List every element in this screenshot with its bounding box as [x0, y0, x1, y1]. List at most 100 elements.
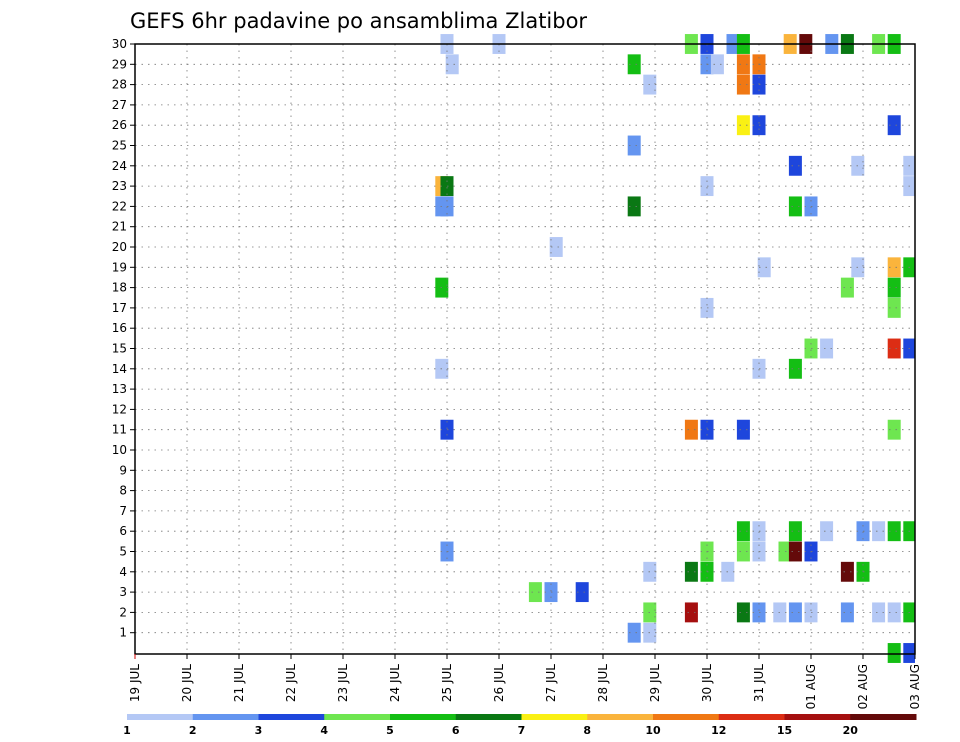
colorbar-label: 12	[711, 724, 726, 737]
colorbar-segment	[192, 714, 259, 720]
ensemble-cell	[788, 602, 802, 623]
ensemble-cell	[820, 338, 834, 359]
ensemble-cell	[627, 196, 641, 217]
colorbar-segment	[784, 714, 851, 720]
colorbar-label: 1	[123, 724, 131, 737]
x-tick-label: 28 JUL	[596, 664, 610, 702]
ensemble-cell	[627, 54, 641, 75]
ensemble-cell	[710, 54, 724, 75]
ensemble-cell	[684, 602, 698, 623]
ensemble-cell	[528, 582, 542, 603]
colorbar-segment	[324, 714, 391, 720]
x-tick-label: 03 AUG	[908, 664, 922, 709]
y-tick-label: 10	[112, 443, 127, 457]
colorbar-segment	[258, 714, 325, 720]
y-tick-label: 11	[112, 423, 127, 437]
y-tick-label: 30	[112, 37, 127, 51]
y-tick-label: 21	[112, 220, 127, 234]
colorbar-label: 15	[777, 724, 792, 737]
colorbar-segment	[455, 714, 522, 720]
ensemble-cell	[872, 521, 886, 542]
plot-frame	[134, 43, 916, 655]
ensemble-cell	[887, 643, 901, 663]
x-tick-label: 20 JUL	[180, 664, 194, 702]
ensemble-cell	[840, 561, 854, 582]
ensemble-cell	[887, 602, 901, 623]
ensemble-cell	[757, 257, 771, 278]
ensemble-cell	[736, 419, 750, 440]
x-tick-label: 27 JUL	[544, 664, 558, 702]
y-tick-label: 1	[119, 626, 127, 640]
y-tick-label: 19	[112, 260, 127, 274]
x-tick-label: 25 JUL	[440, 664, 454, 702]
colorbar-label: 10	[645, 724, 661, 737]
colorbar-segment	[587, 714, 654, 720]
y-tick-label: 9	[119, 463, 127, 477]
ensemble-cell	[575, 582, 589, 603]
ensemble-cell	[840, 602, 854, 623]
x-tick-label: 19 JUL	[128, 664, 142, 702]
grid-lines	[135, 43, 915, 654]
ensemble-cell	[736, 602, 750, 623]
y-tick-label: 4	[119, 565, 127, 579]
ensemble-cell	[788, 541, 802, 562]
ensemble-cell	[820, 521, 834, 542]
x-tick-label: 26 JUL	[492, 664, 506, 702]
y-tick-label: 24	[112, 159, 127, 173]
colorbar-label: 20	[843, 724, 859, 737]
y-tick-label: 16	[112, 321, 127, 335]
ensemble-cell	[903, 643, 915, 663]
y-axis: 1234567891011121314151617181920212223242…	[112, 37, 135, 640]
colorbar-label: 8	[583, 724, 591, 737]
y-tick-label: 22	[112, 199, 127, 213]
ensemble-cell	[872, 602, 886, 623]
y-tick-label: 7	[119, 504, 127, 518]
ensemble-cells	[435, 34, 915, 663]
y-tick-label: 12	[112, 402, 127, 416]
y-tick-label: 2	[119, 605, 127, 619]
colorbar-label: 6	[452, 724, 460, 737]
y-tick-label: 18	[112, 281, 127, 295]
ensemble-cell	[627, 135, 641, 156]
y-tick-label: 14	[112, 362, 127, 376]
ensemble-cell	[788, 196, 802, 217]
chart-title: GEFS 6hr padavine po ansamblima Zlatibor	[130, 9, 587, 33]
x-tick-label: 21 JUL	[232, 664, 246, 702]
x-tick-label: 31 JUL	[752, 664, 766, 702]
y-tick-label: 3	[119, 585, 127, 599]
ensemble-cell	[887, 115, 901, 136]
y-tick-label: 17	[112, 301, 127, 315]
colorbar-label: 2	[189, 724, 197, 737]
ensemble-cell	[736, 521, 750, 542]
ensemble-cell	[887, 277, 901, 298]
colorbar-segment	[521, 714, 588, 720]
colorbar-label: 5	[386, 724, 394, 737]
ensemble-cell	[684, 561, 698, 582]
ensemble-cell	[788, 521, 802, 542]
y-tick-label: 25	[112, 139, 127, 153]
colorbar-segment	[127, 714, 194, 720]
colorbar-segment	[850, 714, 917, 720]
ensemble-cell	[887, 419, 901, 440]
x-tick-label: 02 AUG	[856, 664, 870, 709]
colorbar-segment	[718, 714, 785, 720]
x-tick-label: 30 JUL	[700, 664, 714, 702]
ensemble-cell	[736, 115, 750, 136]
y-tick-label: 26	[112, 118, 127, 132]
x-tick-label: 29 JUL	[648, 664, 662, 702]
ensemble-cell	[736, 541, 750, 562]
colorbar-segment	[653, 714, 720, 720]
ensemble-cell	[627, 622, 641, 643]
ensemble-cell	[840, 277, 854, 298]
ensemble-cell	[684, 419, 698, 440]
x-tick-label: 23 JUL	[336, 664, 350, 702]
y-tick-label: 29	[112, 57, 127, 71]
ensemble-cell	[736, 74, 750, 95]
colorbar-label: 7	[518, 724, 526, 737]
colorbar-segment	[390, 714, 457, 720]
ensemble-cell	[887, 521, 901, 542]
ensemble-cell	[549, 237, 563, 257]
x-tick-label: 24 JUL	[388, 664, 402, 702]
ensemble-cell	[736, 54, 750, 75]
